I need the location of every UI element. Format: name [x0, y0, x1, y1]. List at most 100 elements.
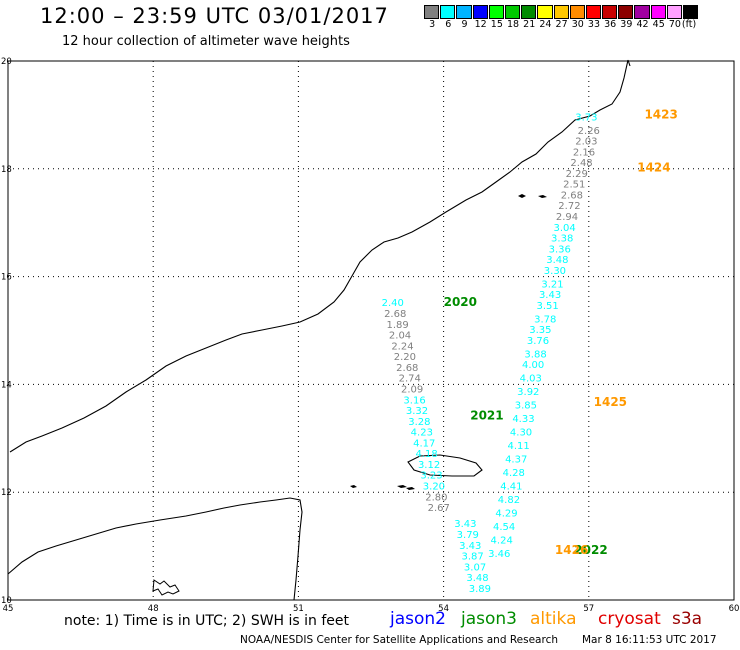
legend-label: 6	[445, 19, 452, 30]
pass-time-label: 1425	[594, 395, 627, 409]
legend-label: 33	[587, 19, 601, 30]
legend-label: 12	[474, 19, 487, 30]
map-subtitle: 12 hour collection of altimeter wave hei…	[62, 34, 350, 49]
legend-swatch	[504, 5, 521, 19]
color-legend: 3 6 9 12 15 18 21 24 27 30 33 36 39 42 45 70 (ft)	[424, 5, 699, 30]
pass-time-label: 1424	[637, 160, 670, 174]
map-title: 12:00 – 23:59 UTC 03/01/2017	[40, 4, 389, 28]
legend-label: 42	[636, 19, 649, 30]
legend-label: 21	[523, 19, 536, 30]
swh-value: 3.12	[418, 460, 440, 471]
swh-value: 3.85	[515, 401, 537, 412]
swh-value: 4.29	[495, 508, 517, 519]
swh-value: 3.21	[541, 279, 563, 290]
swh-value: 3.38	[551, 234, 573, 245]
small-island	[538, 195, 547, 198]
swh-value: 2.80	[425, 492, 447, 503]
legend-swatch	[666, 5, 682, 19]
coastline-oman	[627, 59, 631, 67]
swh-value: 3.43	[459, 541, 481, 552]
swh-value: 3.78	[534, 314, 556, 325]
sat-altika-label: altika	[530, 609, 577, 629]
sat-s3a-label: s3a	[672, 609, 703, 629]
swh-value: 3.23	[420, 471, 442, 482]
swh-value: 2.68	[396, 363, 418, 374]
small-island	[350, 485, 357, 488]
sat-s3a: s3a	[672, 609, 702, 629]
legend-label: 24	[539, 19, 552, 30]
legend-swatch	[650, 5, 666, 19]
sat-altika: altika	[530, 609, 577, 629]
legend-swatch	[634, 5, 650, 19]
pass-time-label: 2021	[470, 408, 503, 422]
coastline-somalia	[7, 497, 303, 601]
swh-value: 2.16	[573, 147, 595, 158]
swh-value: 2.74	[399, 374, 421, 385]
swh-value: 3.73	[575, 112, 597, 123]
socotra-island	[407, 454, 483, 477]
legend-swatch	[569, 5, 585, 19]
swh-value: 3.76	[527, 336, 549, 347]
legend-label: 18	[506, 19, 520, 30]
swh-value: 3.43	[454, 519, 476, 530]
altimeter-tracks: 3.732.262.032.162.482.292.512.682.722.94…	[382, 112, 600, 595]
swh-value: 2.29	[566, 169, 588, 180]
pass-time-label: 1426	[555, 543, 588, 557]
lon-label: 51	[293, 604, 304, 614]
swh-value: 3.46	[488, 549, 510, 560]
swh-value: 2.20	[394, 352, 416, 363]
small-island	[406, 487, 415, 490]
swh-value: 3.87	[462, 552, 484, 563]
swh-value: 4.23	[411, 428, 433, 439]
swh-value: 4.37	[505, 455, 527, 466]
swh-value: 4.00	[522, 360, 544, 371]
small-island-cluster	[152, 579, 180, 596]
small-island	[397, 485, 407, 488]
sat-cryosat-label: cryosat	[598, 609, 661, 629]
swh-value: 2.26	[578, 126, 600, 137]
swh-value: 3.28	[408, 417, 430, 428]
swh-value: 4.11	[507, 441, 529, 452]
sat-jason2-label: jason2	[390, 609, 446, 629]
lon-label: 60	[729, 604, 740, 614]
swh-value: 3.51	[537, 301, 559, 312]
sat-cryosat: cryosat	[598, 609, 661, 629]
legend-label: 39	[620, 19, 633, 30]
pass-time-label: 2022	[574, 543, 607, 557]
coastline	[7, 59, 631, 601]
swh-value: 2.94	[556, 212, 578, 223]
swh-value: 3.04	[553, 223, 575, 234]
swh-value: 2.51	[563, 180, 585, 191]
swh-value: 4.28	[503, 468, 525, 479]
swh-value: 3.79	[457, 530, 479, 541]
lat-label: 18	[1, 165, 12, 175]
swh-value: 3.92	[517, 387, 539, 398]
swh-value: 4.41	[500, 482, 522, 493]
legend-label: 30	[571, 19, 584, 30]
swh-value: 3.32	[406, 406, 428, 417]
legend-swatch	[440, 5, 456, 19]
sat-jason2: jason2	[390, 609, 446, 629]
sat-jason3: jason3	[461, 609, 517, 629]
swh-value: 2.68	[561, 190, 583, 201]
swh-value: 2.48	[570, 158, 592, 169]
legend-swatch	[683, 5, 699, 19]
lat-label: 10	[1, 596, 12, 606]
swh-value: 2.67	[428, 503, 450, 514]
pass-time-label: 2020	[444, 295, 477, 309]
swh-value: 3.07	[464, 562, 486, 573]
swh-value: 3.30	[544, 266, 566, 277]
legend-label: 15	[490, 19, 503, 30]
credit-line: NOAA/NESDIS Center for Satellite Applica…	[240, 634, 558, 646]
legend-swatch	[585, 5, 602, 19]
lat-label: 12	[1, 488, 12, 498]
lat-label: 16	[1, 273, 12, 283]
legend-label: 9	[461, 19, 468, 30]
map-frame	[7, 60, 735, 601]
swh-value: 4.24	[491, 535, 513, 546]
legend-label: 27	[555, 19, 568, 30]
lon-label: 57	[583, 604, 594, 614]
legend-labels: 3 6 9 12 15 18 21 24 27 30 33 36 39 42 45 70 (ft)	[424, 19, 699, 30]
